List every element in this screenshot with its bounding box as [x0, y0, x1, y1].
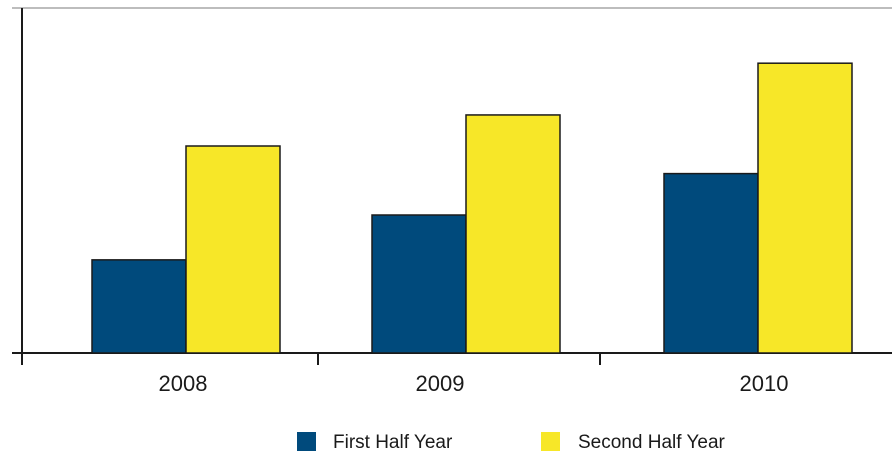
x-ticks-group [21, 353, 601, 365]
legend: First Half Year Second Half Year [297, 432, 726, 453]
bars-group [91, 62, 853, 354]
x-tick-label-2010: 2010 [740, 371, 789, 396]
legend-swatch-first-half [297, 432, 316, 451]
bar-first-half-2010 [663, 172, 759, 354]
x-tick-label-2008: 2008 [159, 371, 208, 396]
x-tick-label-2009: 2009 [416, 371, 465, 396]
bar-first-half-2008 [91, 259, 187, 354]
legend-label-first-half: First Half Year [333, 432, 453, 453]
legend-swatch-second-half [541, 432, 560, 451]
bar-second-half-2008 [185, 145, 281, 354]
x-tick-labels-group: 2008 2009 2010 [159, 371, 789, 396]
legend-label-second-half: Second Half Year [578, 432, 726, 453]
bar-second-half-2010 [757, 62, 853, 354]
bar-second-half-2009 [465, 114, 561, 354]
bar-first-half-2009 [371, 214, 467, 354]
